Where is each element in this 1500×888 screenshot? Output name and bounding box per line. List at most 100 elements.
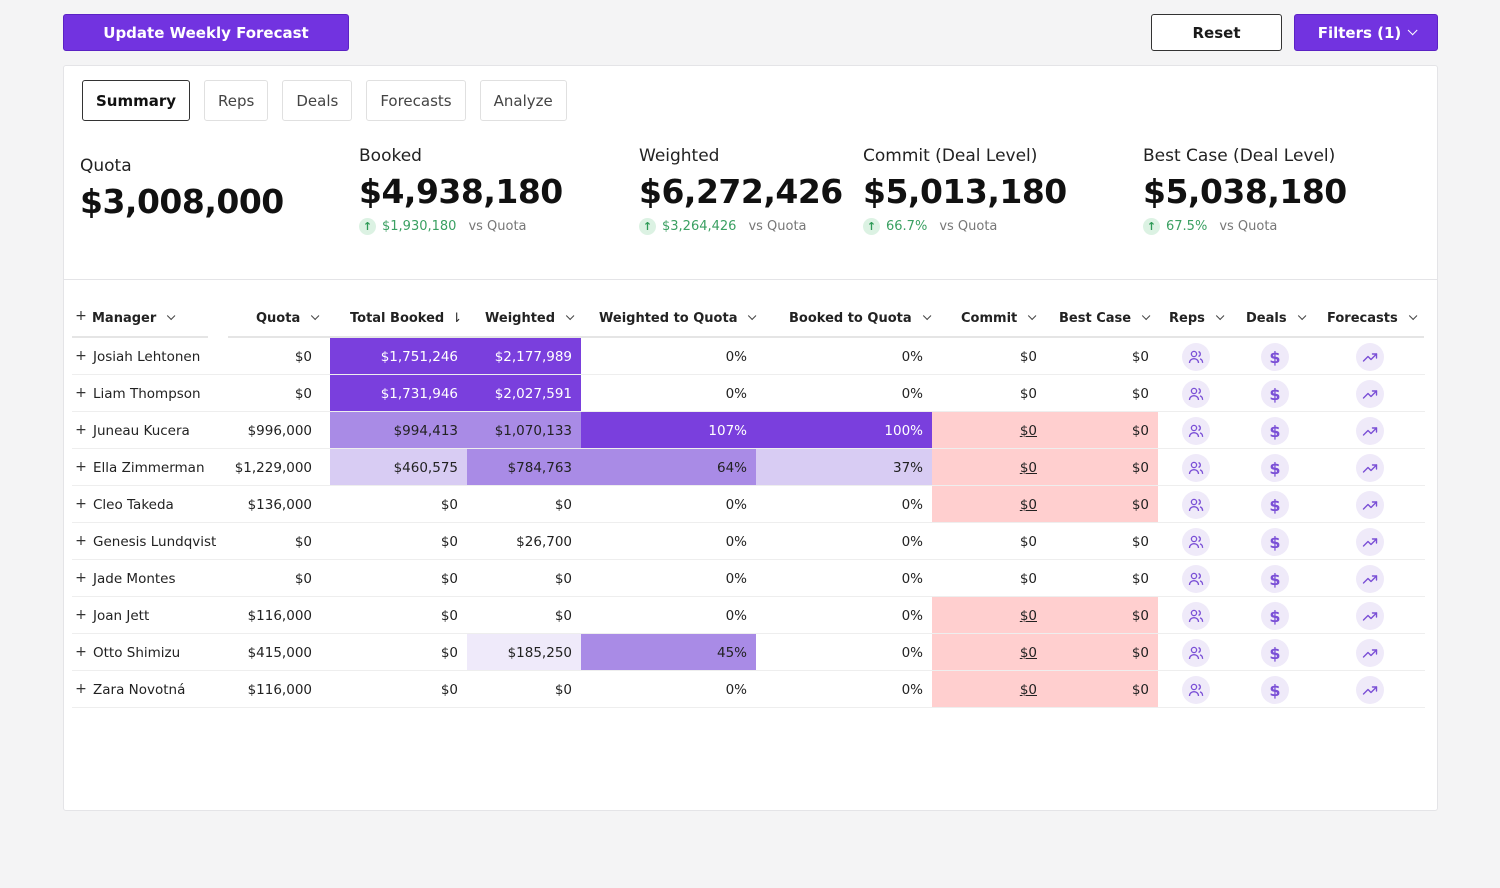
cell-booked-to-quota: 0% xyxy=(901,607,923,624)
chevron-down-icon xyxy=(167,311,176,321)
reps-icon[interactable] xyxy=(1182,676,1210,704)
forecasts-icon[interactable] xyxy=(1356,528,1384,556)
expand-row-icon[interactable]: + xyxy=(75,422,87,438)
column-header-deals[interactable]: Deals xyxy=(1246,299,1306,337)
cell-commit[interactable]: $0 xyxy=(932,597,1046,634)
cell-booked-to-quota: 0% xyxy=(901,681,923,698)
cell-quota: $1,229,000 xyxy=(234,459,312,476)
reps-icon[interactable] xyxy=(1182,602,1210,630)
metric-quota: Quota $3,008,000 xyxy=(80,156,284,221)
reps-icon[interactable] xyxy=(1182,417,1210,445)
reps-icon[interactable] xyxy=(1182,639,1210,667)
filters-label: Filters (1) xyxy=(1317,23,1402,42)
column-header-best-case[interactable]: Best Case xyxy=(1059,299,1151,337)
column-header-label: Manager xyxy=(92,310,157,326)
expand-row-icon[interactable]: + xyxy=(75,644,87,660)
deals-icon[interactable]: $ xyxy=(1261,417,1289,445)
table-header: + Manager Quota Total Booked ⇂ Weighted W… xyxy=(64,299,1439,338)
expand-all-icon[interactable]: + xyxy=(75,308,87,324)
deals-icon[interactable]: $ xyxy=(1261,380,1289,408)
reps-icon[interactable] xyxy=(1182,380,1210,408)
forecasts-icon[interactable] xyxy=(1356,380,1384,408)
tab-deals[interactable]: Deals xyxy=(282,80,353,121)
cell-commit[interactable]: $0 xyxy=(932,412,1046,449)
forecasts-icon[interactable] xyxy=(1356,491,1384,519)
expand-row-icon[interactable]: + xyxy=(75,681,87,697)
column-header-weighted-to-quota[interactable]: Weighted to Quota xyxy=(599,299,757,337)
column-header-weighted[interactable]: Weighted xyxy=(485,299,575,337)
column-header-forecasts[interactable]: Forecasts xyxy=(1327,299,1418,337)
tab-forecasts[interactable]: Forecasts xyxy=(366,80,466,121)
chevron-down-icon xyxy=(1408,311,1418,321)
expand-row-icon[interactable]: + xyxy=(75,459,87,475)
update-weekly-forecast-button[interactable]: Update Weekly Forecast xyxy=(63,14,349,51)
cell-weighted-to-quota: 107% xyxy=(581,412,756,449)
forecasts-icon[interactable] xyxy=(1356,417,1384,445)
tab-summary[interactable]: Summary xyxy=(82,80,191,121)
metric-weighted: Weighted $6,272,426 ↑ $3,264,426 vs Quot… xyxy=(639,146,843,235)
cell-best-case: $0 xyxy=(1046,412,1158,449)
filters-button[interactable]: Filters (1) xyxy=(1294,14,1438,51)
column-header-label: Deals xyxy=(1246,310,1287,326)
delta-amount: $3,264,426 xyxy=(662,219,737,234)
metric-value: $5,038,180 xyxy=(1143,172,1347,211)
reset-button[interactable]: Reset xyxy=(1151,14,1282,51)
column-header-label: Commit xyxy=(961,310,1018,326)
table-row: + Zara Novotná $116,000 $0 $0 0% 0% $0 $0 $ xyxy=(64,671,1439,708)
cell-commit[interactable]: $0 xyxy=(932,486,1046,523)
deals-icon[interactable]: $ xyxy=(1261,343,1289,371)
deals-icon[interactable]: $ xyxy=(1261,528,1289,556)
cell-commit[interactable]: $0 xyxy=(932,634,1046,671)
cell-weighted: $1,070,133 xyxy=(467,412,581,449)
expand-row-icon[interactable]: + xyxy=(75,348,87,364)
cell-commit[interactable]: $0 xyxy=(932,449,1046,486)
deals-icon[interactable]: $ xyxy=(1261,602,1289,630)
cell-quota: $0 xyxy=(294,385,312,402)
expand-row-icon[interactable]: + xyxy=(75,533,87,549)
reps-icon[interactable] xyxy=(1182,454,1210,482)
expand-row-icon[interactable]: + xyxy=(75,385,87,401)
table-row: + Ella Zimmerman $1,229,000 $460,575 $784,76… xyxy=(64,449,1439,486)
column-header-reps[interactable]: Reps xyxy=(1169,299,1225,337)
deals-icon[interactable]: $ xyxy=(1261,491,1289,519)
forecasts-icon[interactable] xyxy=(1356,602,1384,630)
forecasts-icon[interactable] xyxy=(1356,565,1384,593)
section-divider xyxy=(64,279,1437,280)
expand-row-icon[interactable]: + xyxy=(75,496,87,512)
row-separator xyxy=(72,707,1425,708)
forecasts-icon[interactable] xyxy=(1356,343,1384,371)
column-header-commit[interactable]: Commit xyxy=(961,299,1037,337)
tab-analyze[interactable]: Analyze xyxy=(479,80,567,121)
table-row: + Liam Thompson $0 $1,731,946 $2,027,591 0% 0%… xyxy=(64,375,1439,412)
cell-weighted-to-quota: 0% xyxy=(725,607,747,624)
forecasts-icon[interactable] xyxy=(1356,676,1384,704)
cell-weighted-to-quota: 45% xyxy=(581,634,756,671)
reps-icon[interactable] xyxy=(1182,565,1210,593)
row-separator xyxy=(72,448,1425,449)
forecasts-icon[interactable] xyxy=(1356,639,1384,667)
deals-icon[interactable]: $ xyxy=(1261,565,1289,593)
forecasts-icon[interactable] xyxy=(1356,454,1384,482)
cell-manager: Josiah Lehtonen xyxy=(93,348,201,365)
cell-total-booked: $0 xyxy=(440,496,458,513)
reps-icon[interactable] xyxy=(1182,491,1210,519)
expand-row-icon[interactable]: + xyxy=(75,607,87,623)
column-header-manager[interactable]: Manager xyxy=(92,299,176,337)
deals-icon[interactable]: $ xyxy=(1261,639,1289,667)
column-header-booked-to-quota[interactable]: Booked to Quota xyxy=(789,299,931,337)
reps-icon[interactable] xyxy=(1182,528,1210,556)
cell-commit[interactable]: $0 xyxy=(932,671,1046,708)
cell-best-case: $0 xyxy=(1046,486,1158,523)
column-header-total-booked[interactable]: Total Booked ⇂ xyxy=(350,299,462,337)
deals-icon[interactable]: $ xyxy=(1261,454,1289,482)
row-separator xyxy=(72,485,1425,486)
cell-weighted: $0 xyxy=(554,570,572,587)
cell-manager: Ella Zimmerman xyxy=(93,459,205,476)
reps-icon[interactable] xyxy=(1182,343,1210,371)
column-header-quota[interactable]: Quota xyxy=(256,299,320,337)
column-header-label: Weighted xyxy=(485,310,556,326)
metric-booked: Booked $4,938,180 ↑ $1,930,180 vs Quota xyxy=(359,146,563,235)
expand-row-icon[interactable]: + xyxy=(75,570,87,586)
tab-reps[interactable]: Reps xyxy=(204,80,269,121)
deals-icon[interactable]: $ xyxy=(1261,676,1289,704)
